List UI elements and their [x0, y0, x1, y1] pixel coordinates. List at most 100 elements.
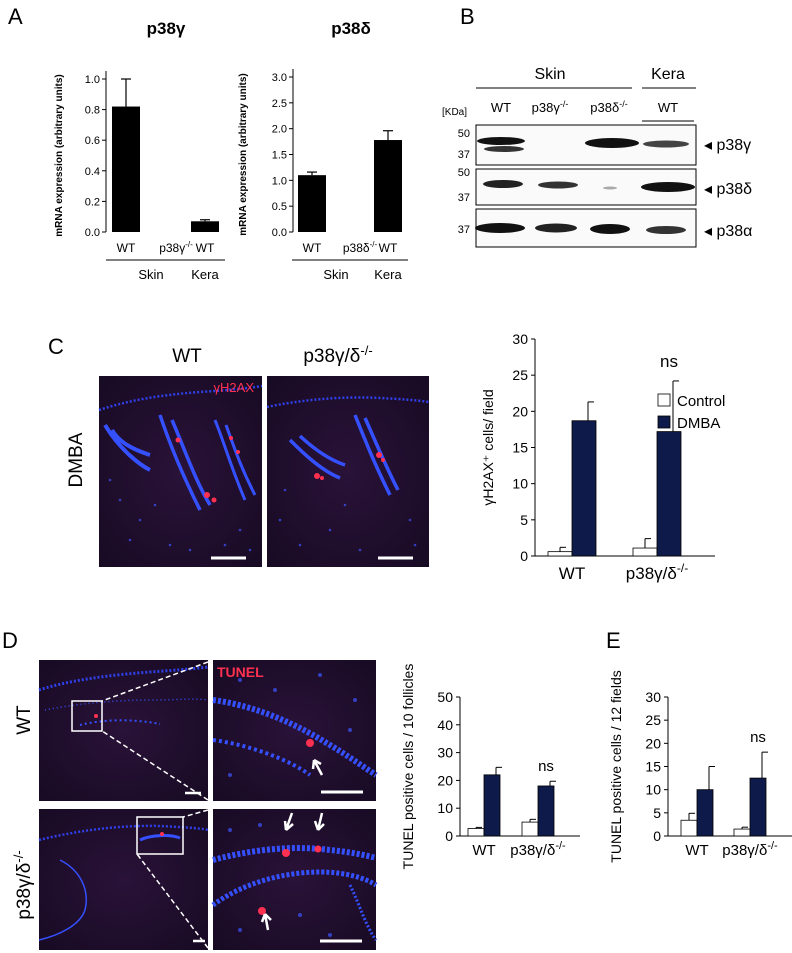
y-tick-label: 5 — [653, 805, 661, 821]
group-label: Skin — [323, 267, 348, 282]
y-tick-label: 30 — [645, 689, 661, 705]
y-tick-label: 0.5 — [272, 201, 287, 213]
chart-d-tunel: 0 10 20 30 40 50 TUNEL positive cells / 10 fol… — [400, 664, 580, 870]
bar-dmba — [483, 774, 501, 837]
bar-dmba — [749, 777, 767, 837]
zoom-line — [101, 661, 209, 702]
y-tick-label: 15 — [645, 759, 661, 775]
panel-label-d: D — [2, 628, 18, 653]
blot-row-label-p38d: ◂ p38δ — [704, 181, 752, 198]
category-label: WT — [303, 241, 322, 255]
category-label: WT — [196, 241, 215, 255]
blot-band — [585, 138, 639, 148]
zoom-line — [101, 730, 209, 801]
category-label: WT — [685, 842, 708, 859]
category-label: WT — [559, 564, 585, 583]
category-label: WT — [379, 241, 398, 255]
blot-lane-p38d-ko: p38δ-/- — [590, 99, 627, 115]
bar — [374, 140, 402, 232]
legend-label: Control — [677, 393, 725, 410]
bar — [298, 175, 326, 232]
blot-band — [484, 146, 524, 152]
y-tick-label: 40 — [437, 717, 453, 733]
group-label: Kera — [374, 267, 402, 282]
y-tick-label: 10 — [512, 476, 528, 492]
bar — [112, 106, 140, 232]
y-axis-label: mRNA expression (arbitrary units) — [238, 73, 249, 235]
bar-dmba — [696, 789, 714, 837]
category-label: p38γ-/- — [159, 240, 193, 255]
bar-dmba — [571, 420, 597, 557]
chart-a-p38g: p38γ 0.0 0.2 0.4 0.6 0.8 1.0 mRNA expression (a… — [54, 19, 225, 282]
y-tick-label: 20 — [512, 403, 528, 419]
bar-control — [632, 547, 658, 557]
ns-annotation: ns — [660, 352, 678, 371]
c-row-label-dmba: DMBA — [66, 432, 87, 487]
category-label: WT — [117, 241, 136, 255]
category-label: p38δ-/- — [343, 240, 378, 255]
panel-label-e: E — [606, 628, 621, 653]
y-tick-label: 1.5 — [272, 150, 287, 162]
blot-marker: 50 — [458, 167, 470, 179]
y-tick-label: 0.8 — [85, 105, 100, 117]
blot-band — [538, 181, 578, 189]
chart-e-tunel: 0 5 10 15 20 25 30 TUNEL positive cells / 12 fi… — [608, 670, 792, 863]
bar-dmba — [537, 785, 555, 837]
legend-label: DMBA — [677, 415, 720, 432]
bar-control — [680, 819, 698, 837]
blot-band — [643, 140, 689, 148]
western-blot: Skin Kera [KDa] WT p38γ-/- p38δ-/- WT 50… — [442, 66, 752, 248]
c-stain-label: γH2AX — [214, 380, 255, 395]
chart-a-p38d: p38δ 0.0 0.5 1.0 1.5 2.0 2.5 3.0 mRNA expression… — [238, 19, 408, 282]
y-tick-label: 30 — [437, 745, 453, 761]
y-tick-label: 5 — [520, 512, 528, 528]
micrographs-c: WT p38γ/δ-/- DMBA γH2AX — [66, 343, 430, 567]
y-axis-label: TUNEL positive cells / 10 follicles — [400, 664, 416, 870]
blot-row-label-p38a: ◂ p38α — [704, 223, 752, 240]
y-tick-label: 20 — [645, 735, 661, 751]
panel-label-a: A — [8, 4, 23, 29]
arrow-icon — [313, 812, 325, 831]
zoom-line — [136, 853, 209, 949]
zoom-box — [136, 816, 184, 855]
micrograph-c-wt: γH2AX — [98, 376, 263, 567]
blot-lane-p38g-ko: p38γ-/- — [532, 99, 569, 115]
y-tick-label: 0 — [653, 828, 661, 844]
blot-band — [641, 182, 695, 192]
y-tick-label: 0 — [520, 548, 528, 564]
y-tick-label: 0 — [445, 828, 453, 844]
arrow-icon — [260, 913, 272, 931]
y-tick-label: 50 — [437, 689, 453, 705]
y-tick-label: 15 — [512, 440, 528, 456]
y-tick-label: 25 — [512, 367, 528, 383]
blot-marker: 37 — [458, 149, 470, 161]
y-tick-label: 0.4 — [85, 166, 100, 178]
panel-label-b: B — [460, 4, 475, 29]
micrograph-d-wt-zoom: TUNEL — [212, 660, 378, 801]
d-row-label-ko: p38γ/δ-/- — [11, 850, 35, 919]
chart-title: p38δ — [331, 19, 371, 38]
zoom-line — [182, 809, 209, 818]
category-label: p38γ/δ-/- — [722, 840, 778, 859]
micrograph-d-wt-overview — [38, 660, 209, 801]
blot-lane-kera-wt: WT — [658, 100, 678, 115]
zoom-box — [71, 700, 103, 732]
blot-marker: 37 — [458, 192, 470, 204]
y-tick-label: 20 — [437, 772, 453, 788]
y-tick-label: 0.2 — [85, 196, 100, 208]
ns-annotation: ns — [750, 729, 766, 746]
y-tick-label: 2.0 — [272, 124, 287, 136]
group-label: Kera — [191, 267, 219, 282]
d-stain-label: TUNEL — [217, 664, 264, 680]
micrograph-d-ko-overview — [38, 809, 209, 950]
category-label: p38γ/δ-/- — [510, 840, 566, 859]
bar-control — [521, 821, 539, 837]
micrographs-d: WT p38γ/δ-/- TUNEL — [11, 660, 378, 950]
blot-band — [483, 180, 523, 188]
category-label: WT — [472, 842, 495, 859]
y-axis-label: mRNA expression (arbitrary units) — [54, 74, 65, 236]
blot-lane-wt: WT — [491, 100, 511, 115]
bar-control — [547, 551, 573, 557]
y-tick-label: 1.0 — [272, 175, 287, 187]
